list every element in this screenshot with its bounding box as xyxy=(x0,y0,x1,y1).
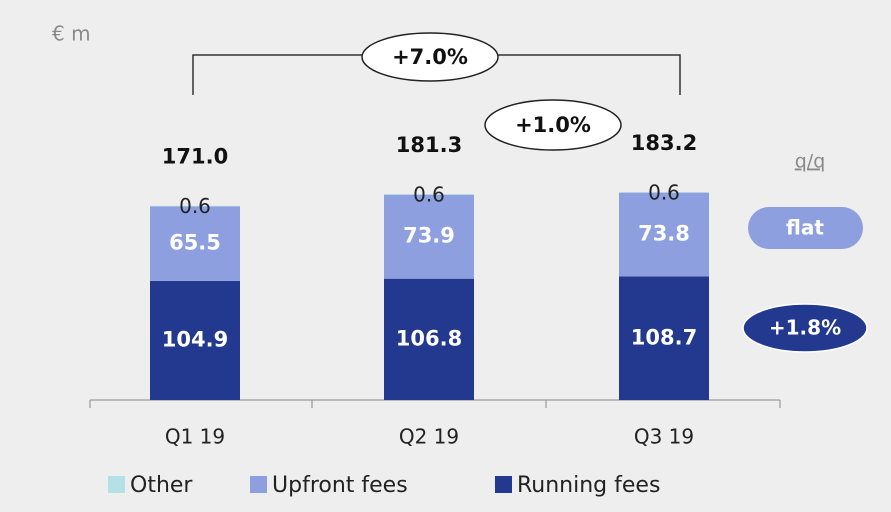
bracket xyxy=(192,54,681,95)
qq-pill xyxy=(748,207,863,249)
bar-segment xyxy=(619,192,709,277)
bar-segment xyxy=(384,194,474,279)
bar-segment xyxy=(384,278,474,400)
value-label: 106.8 xyxy=(396,326,462,350)
qq-header: q/q xyxy=(795,151,826,173)
legend-label: Upfront fees xyxy=(272,473,408,498)
growth-label: +1.0% xyxy=(515,113,591,137)
value-label: 0.6 xyxy=(648,181,680,205)
value-label: 73.9 xyxy=(403,224,455,248)
value-label: 104.9 xyxy=(162,327,228,351)
value-label: 108.7 xyxy=(631,325,697,349)
x-tick-label: Q2 19 xyxy=(399,425,459,449)
total-label: 171.0 xyxy=(162,145,228,169)
bar-segment xyxy=(150,280,240,400)
legend-swatch xyxy=(495,476,512,493)
value-label: 65.5 xyxy=(169,231,221,255)
bar-segment xyxy=(619,276,709,400)
legend-swatch xyxy=(108,476,125,493)
value-label: 73.8 xyxy=(638,222,690,246)
growth-oval xyxy=(484,99,622,151)
value-label: 0.6 xyxy=(413,183,445,207)
bar-segment xyxy=(150,206,240,281)
qq-label: +1.8% xyxy=(769,316,841,340)
bar-segment xyxy=(619,192,709,193)
growth-label: +7.0% xyxy=(392,45,468,69)
bar-segment xyxy=(384,194,474,195)
total-label: 183.2 xyxy=(631,131,697,155)
legend-label: Other xyxy=(130,473,193,498)
qq-label: flat xyxy=(786,216,824,240)
legend-label: Running fees xyxy=(517,473,660,498)
legend-swatch xyxy=(250,476,267,493)
x-tick-label: Q3 19 xyxy=(634,425,694,449)
x-tick-label: Q1 19 xyxy=(165,425,225,449)
qq-pill xyxy=(742,303,868,353)
total-label: 181.3 xyxy=(396,133,462,157)
growth-oval xyxy=(361,32,499,82)
bar-segment xyxy=(150,205,240,207)
value-label: 0.6 xyxy=(179,194,211,218)
unit-label: € m xyxy=(52,22,91,46)
